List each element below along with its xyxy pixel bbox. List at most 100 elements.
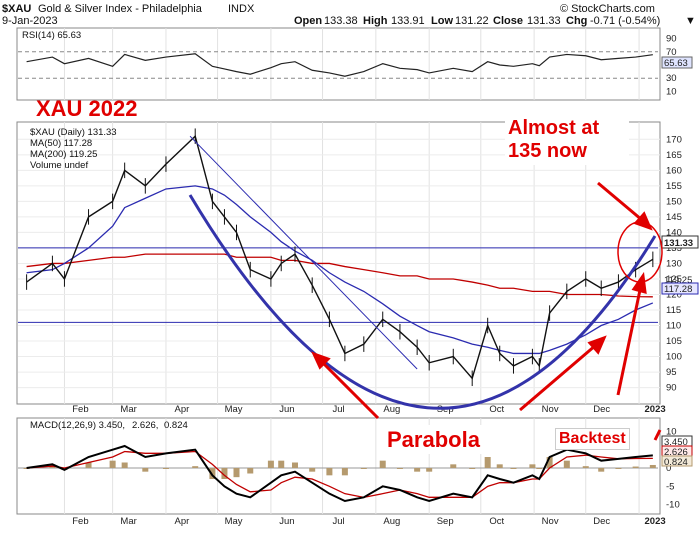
macd-histogram-bar xyxy=(209,468,216,479)
month-tick-label: Aug xyxy=(383,404,400,415)
symbol-title: $XAU xyxy=(2,3,31,15)
macd-tag-text: 3.450 xyxy=(664,437,688,448)
close-price-tag xyxy=(661,235,699,249)
month-tick-label: Mar xyxy=(120,404,136,415)
low-label: Low xyxy=(431,15,453,27)
price-tick-label: 90 xyxy=(666,383,677,394)
macd-histogram-bar xyxy=(121,462,128,468)
arrow-backtest-1 xyxy=(616,289,642,396)
almost-at-135-note: Almost at 135 now xyxy=(505,115,629,165)
macd-histogram-bar xyxy=(49,466,56,468)
credit-label: © StockCharts.com xyxy=(560,3,655,15)
backtest-note: Backtest xyxy=(555,428,630,451)
month-tick-label: Dec xyxy=(593,404,610,415)
macd-histogram-bar xyxy=(546,457,553,468)
macd-histogram-bar xyxy=(109,460,116,468)
rsi-tick-label: 10 xyxy=(666,86,677,97)
macd-tick-label: -10 xyxy=(666,500,680,511)
month-tick-label: Nov xyxy=(542,404,559,415)
price-legend-ma50: MA(50) 117.28 xyxy=(30,138,92,149)
rsi-value-tag-text: 65.63 xyxy=(664,58,688,69)
macd-signal-line xyxy=(26,450,653,498)
gridlines xyxy=(18,28,660,514)
macd-histogram-bar xyxy=(414,468,421,472)
macd-histogram-bar xyxy=(396,468,403,469)
arrow-to-price-head xyxy=(633,211,653,231)
low-value: 131.22 xyxy=(455,15,489,27)
arrow-to-parabola-left-head xyxy=(311,351,331,370)
rsi-tick-label: 70 xyxy=(666,47,677,58)
macd-histogram-bar xyxy=(469,468,476,469)
ma50-tag-text: 117.28 xyxy=(664,284,692,295)
hist-tag xyxy=(661,455,693,467)
macd-histogram-bar xyxy=(496,464,503,468)
macd-histogram-bar xyxy=(192,466,199,468)
annotation-arrows xyxy=(311,181,662,441)
price-legend-volume: Volume undef xyxy=(30,160,88,171)
down-arrow-icon: ▼ xyxy=(685,15,696,27)
macd-histogram-bar xyxy=(360,468,367,469)
price-tick-label: 125 xyxy=(666,274,682,285)
rsi-line xyxy=(26,53,653,77)
month-tick-label: Jul xyxy=(332,404,344,415)
macd-histogram-bar xyxy=(23,468,30,469)
macd-layer xyxy=(18,444,658,503)
rsi-legend: RSI(14) 65.63 xyxy=(22,30,81,41)
macd-histogram-bar xyxy=(85,462,92,468)
arrow-to-parabola-left xyxy=(320,360,380,420)
macd-histogram-bar xyxy=(598,468,605,472)
chg-label: Chg xyxy=(566,15,587,27)
parabola-note: Parabola xyxy=(383,425,484,455)
price-tick-label: 170 xyxy=(666,134,682,145)
macd-histogram-bar xyxy=(510,468,517,469)
close-value: 131.33 xyxy=(527,15,561,27)
price-tick-label: 155 xyxy=(666,181,682,192)
price-tick-label: 130 xyxy=(666,258,682,269)
chart-annotation-title: XAU 2022 xyxy=(36,96,138,121)
date-label: 9-Jan-2023 xyxy=(2,15,58,27)
close-price-tag-text: 131.33 xyxy=(664,238,693,249)
arrow-to-price xyxy=(597,181,643,222)
price-tick-label: 110 xyxy=(666,321,681,332)
price-tick-label: 115 xyxy=(666,305,681,316)
downtrend-line xyxy=(189,135,418,370)
price-tick-label: 145 xyxy=(666,212,682,223)
month-tick-label: Feb xyxy=(72,516,88,527)
macd-histogram-bar xyxy=(450,464,457,468)
macd-legend-signal: 2.626, xyxy=(132,420,158,431)
hist-tag-text: 0.824 xyxy=(664,457,688,468)
price-tick-label: 165 xyxy=(666,150,682,161)
macd-histogram-bar xyxy=(291,462,298,468)
month-tick-label: Oct xyxy=(489,404,504,415)
ma50-line xyxy=(26,185,654,355)
exchange-label: INDX xyxy=(228,3,255,15)
macd-tick-label: -5 xyxy=(666,481,674,492)
macd-histogram-bar xyxy=(529,464,536,468)
high-label: High xyxy=(363,15,388,27)
macd-legend-main: MACD(12,26,9) 3.450, xyxy=(30,420,125,431)
parabola-curve xyxy=(188,194,657,410)
macd-histogram-bar xyxy=(649,464,656,468)
month-tick-label: Jun xyxy=(279,516,294,527)
macd-histogram-bar xyxy=(632,466,639,468)
price-tick-label: 140 xyxy=(666,227,682,238)
ma50-tag xyxy=(661,282,699,295)
macd-histogram-bar xyxy=(233,468,240,478)
price-layer xyxy=(26,128,654,387)
macd-legend-hist: 0.824 xyxy=(164,420,188,431)
price-line xyxy=(26,134,654,380)
month-tick-label: Oct xyxy=(489,516,504,527)
macd-histogram-bar xyxy=(309,468,316,472)
macd-histogram-bar xyxy=(484,457,491,468)
macd-histogram-bar xyxy=(536,468,543,469)
price-tick-label: 95 xyxy=(666,367,677,378)
rsi-panel xyxy=(16,27,661,101)
macd-tick-label: 0 xyxy=(666,463,671,474)
chg-value: -0.71 (-0.54%) xyxy=(590,15,660,27)
price-legend-main: $XAU (Daily) 131.33 xyxy=(30,127,117,138)
month-tick-label: May xyxy=(225,516,243,527)
macd-histogram-bar xyxy=(426,468,433,472)
rsi-tick-label: 90 xyxy=(666,34,677,45)
